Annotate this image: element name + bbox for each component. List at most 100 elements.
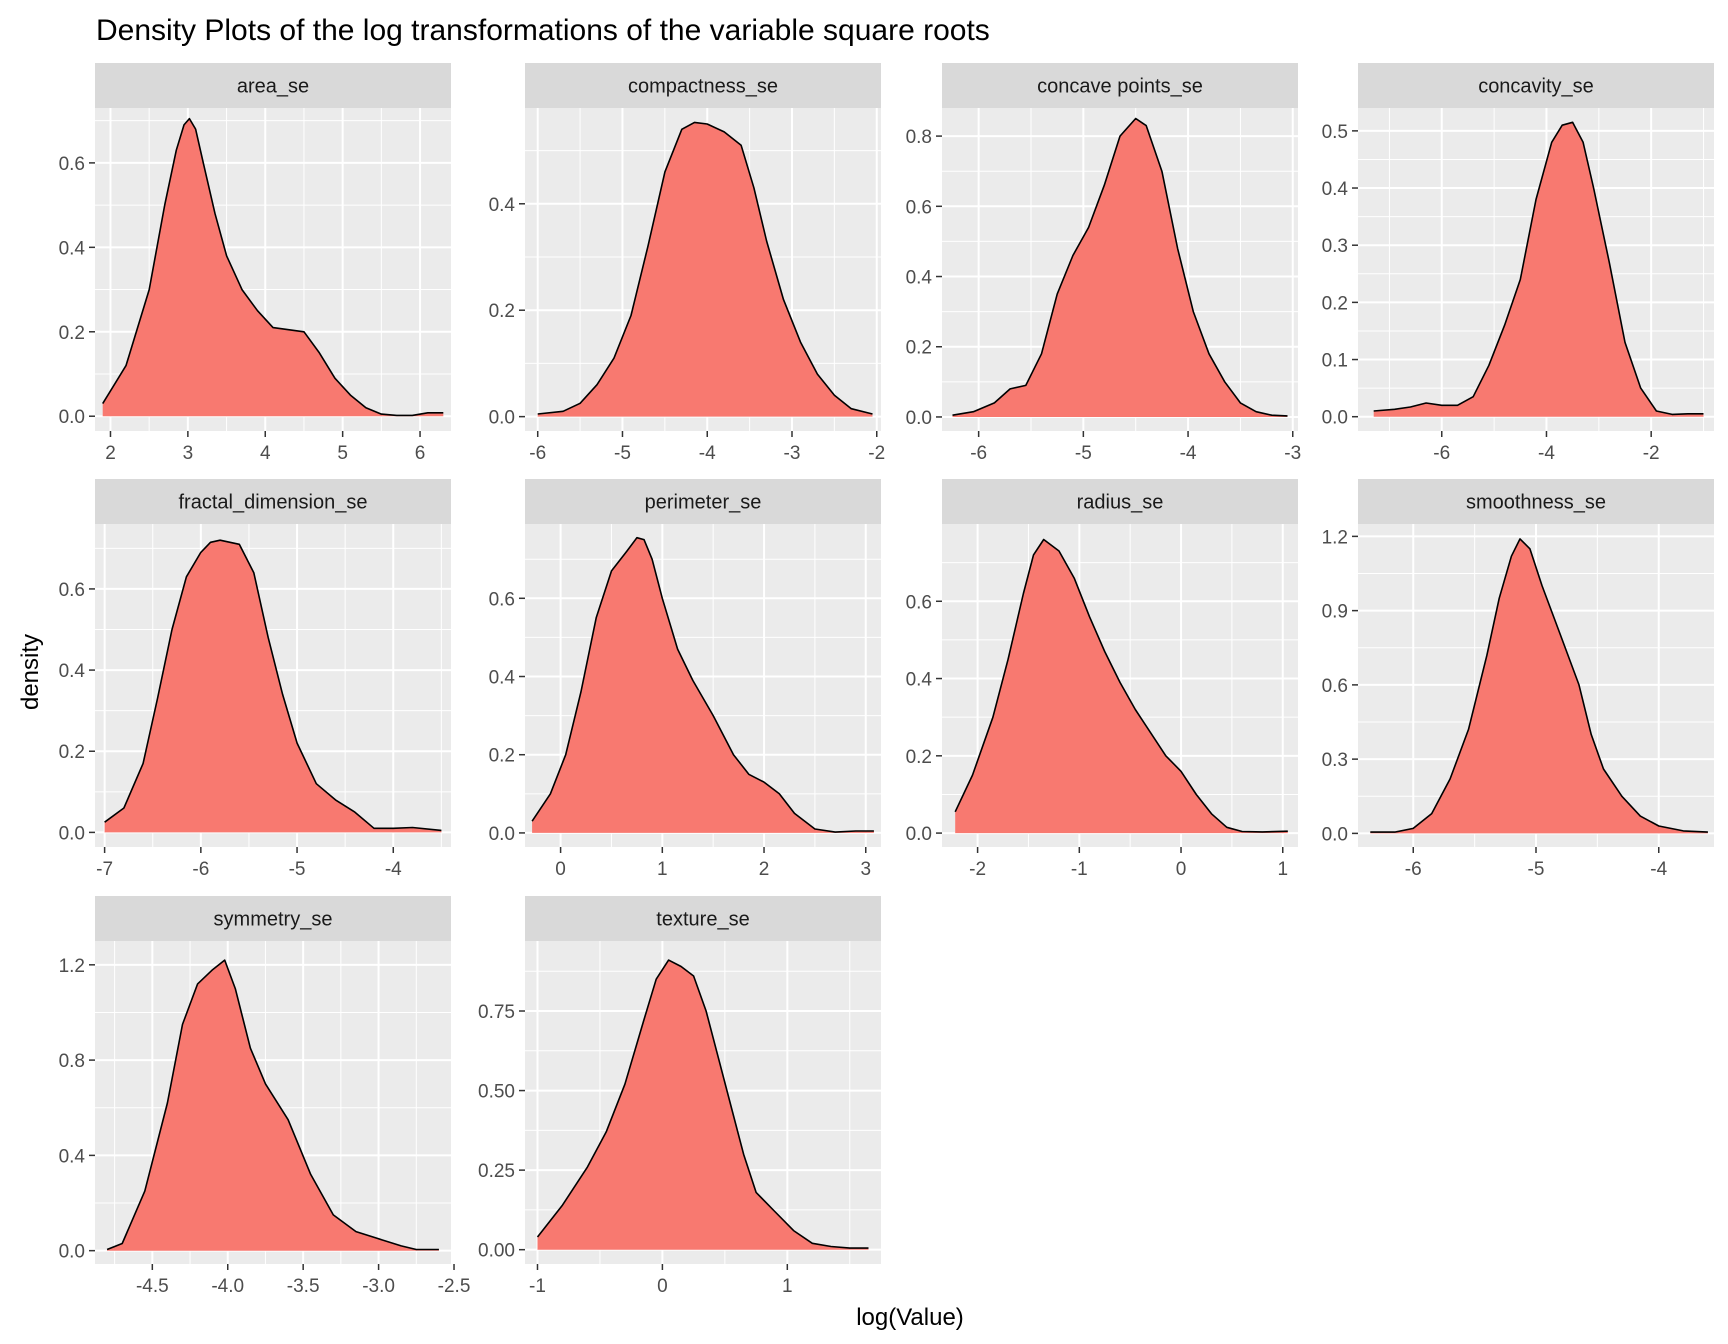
x-axis-title: log(Value) <box>856 1304 964 1331</box>
panel-texture-se: texture_se -1 0 1 0.00 0.25 0.50 0.75 <box>478 896 881 1297</box>
density-area-concavity-se <box>1373 122 1704 417</box>
x-tick-label-concavity-se: -4 <box>1538 443 1555 464</box>
density-line-smoothness-se <box>1370 538 1708 833</box>
y-tick-label-perimeter-se: 0.6 <box>489 589 515 610</box>
x-tick-label-concave-points-se: -4 <box>1180 443 1197 464</box>
x-tick-label-smoothness-se: -4 <box>1650 859 1667 880</box>
density-line-concave-points-se <box>952 117 1288 417</box>
y-tick-label-fractal-dimension-se: 0.0 <box>59 823 85 844</box>
x-tick-label-perimeter-se: 0 <box>555 859 566 880</box>
x-tick-label-perimeter-se: 1 <box>657 859 668 880</box>
x-tick-label-radius-se: 0 <box>1176 859 1187 880</box>
density-area-symmetry-se <box>107 960 439 1251</box>
x-tick-label-symmetry-se: -4.0 <box>211 1276 244 1297</box>
y-tick-label-smoothness-se: 0.9 <box>1322 602 1348 623</box>
x-tick-label-radius-se: 1 <box>1277 859 1288 880</box>
strip-perimeter-se <box>525 479 881 524</box>
strip-label-perimeter-se: perimeter_se <box>645 492 762 514</box>
x-tick-label-smoothness-se: -5 <box>1528 859 1545 880</box>
y-tick-label-area-se: 0.4 <box>59 238 86 259</box>
strip-fractal-dimension-se <box>95 479 451 524</box>
x-tick-label-fractal-dimension-se: -5 <box>289 859 306 880</box>
strip-label-symmetry-se: symmetry_se <box>214 909 333 931</box>
strip-label-concave-points-se: concave points_se <box>1037 76 1203 98</box>
density-area-area-se <box>102 118 444 417</box>
y-tick-label-concave-points-se: 0.6 <box>906 197 932 218</box>
y-tick-label-fractal-dimension-se: 0.6 <box>59 580 85 601</box>
y-tick-label-smoothness-se: 1.2 <box>1322 527 1348 548</box>
x-tick-label-compactness-se: -4 <box>699 443 716 464</box>
y-axis-title: density <box>17 634 44 710</box>
strip-compactness-se <box>525 63 881 108</box>
x-tick-label-concavity-se: -2 <box>1643 443 1660 464</box>
x-tick-label-smoothness-se: -6 <box>1405 859 1422 880</box>
strip-label-concavity-se: concavity_se <box>1478 76 1594 98</box>
y-tick-label-area-se: 0.6 <box>59 154 85 175</box>
x-tick-label-perimeter-se: 2 <box>759 859 770 880</box>
x-tick-label-fractal-dimension-se: -7 <box>96 859 113 880</box>
y-tick-label-compactness-se: 0.2 <box>489 301 515 322</box>
strip-label-compactness-se: compactness_se <box>628 76 778 98</box>
x-tick-label-radius-se: -2 <box>969 859 986 880</box>
y-tick-label-perimeter-se: 0.2 <box>489 746 515 767</box>
density-area-texture-se <box>537 960 869 1250</box>
chart-title: Density Plots of the log transformations… <box>96 14 990 47</box>
y-tick-label-concave-points-se: 0.4 <box>906 268 933 289</box>
y-tick-label-concavity-se: 0.0 <box>1322 408 1348 429</box>
x-tick-label-compactness-se: -5 <box>614 443 631 464</box>
y-tick-label-symmetry-se: 0.0 <box>59 1242 85 1263</box>
x-tick-label-fractal-dimension-se: -6 <box>192 859 209 880</box>
x-tick-label-radius-se: -1 <box>1071 859 1088 880</box>
x-tick-label-compactness-se: -3 <box>784 443 801 464</box>
y-tick-label-concavity-se: 0.2 <box>1322 293 1348 314</box>
strip-label-fractal-dimension-se: fractal_dimension_se <box>179 492 368 514</box>
y-tick-label-fractal-dimension-se: 0.4 <box>59 661 86 682</box>
x-tick-label-concave-points-se: -6 <box>970 443 987 464</box>
x-tick-label-texture-se: -1 <box>529 1276 546 1297</box>
strip-label-smoothness-se: smoothness_se <box>1466 492 1606 514</box>
density-line-area-se <box>102 117 444 417</box>
x-tick-label-symmetry-se: -2.5 <box>438 1276 471 1297</box>
y-tick-label-concavity-se: 0.4 <box>1322 179 1349 200</box>
strip-symmetry-se <box>95 896 451 941</box>
y-tick-label-concavity-se: 0.1 <box>1322 351 1348 372</box>
strip-label-texture-se: texture_se <box>656 909 749 931</box>
x-tick-label-perimeter-se: 3 <box>860 859 871 880</box>
y-tick-label-texture-se: 0.50 <box>478 1082 515 1103</box>
panel-area-se: area_se 2 3 4 5 6 0.0 0.2 0.4 0.6 <box>59 63 451 464</box>
density-line-symmetry-se <box>106 959 439 1251</box>
y-tick-label-concave-points-se: 0.2 <box>906 338 932 359</box>
panel-perimeter-se: perimeter_se 0 1 2 3 0.0 0.2 0.4 0.6 <box>489 479 881 880</box>
density-area-perimeter-se <box>532 537 874 833</box>
x-tick-label-concave-points-se: -5 <box>1075 443 1092 464</box>
y-tick-label-concavity-se: 0.3 <box>1322 236 1348 257</box>
x-tick-label-area-se: 6 <box>415 443 426 464</box>
y-tick-label-area-se: 0.0 <box>59 407 85 428</box>
density-area-compactness-se <box>537 122 873 417</box>
y-tick-label-compactness-se: 0.4 <box>489 195 516 216</box>
x-tick-label-concave-points-se: -3 <box>1284 443 1301 464</box>
y-tick-label-compactness-se: 0.0 <box>489 408 515 429</box>
y-tick-label-radius-se: 0.6 <box>906 592 932 613</box>
y-tick-label-radius-se: 0.2 <box>906 747 932 768</box>
x-tick-label-area-se: 4 <box>260 443 271 464</box>
x-tick-label-texture-se: 1 <box>782 1276 793 1297</box>
density-area-concave-points-se <box>952 118 1288 417</box>
y-tick-label-smoothness-se: 0.6 <box>1322 676 1348 697</box>
strip-texture-se <box>525 896 881 941</box>
density-area-fractal-dimension-se <box>104 540 442 833</box>
density-area-smoothness-se <box>1370 538 1708 834</box>
density-line-texture-se <box>536 959 869 1249</box>
strip-label-area-se: area_se <box>237 76 309 98</box>
y-tick-label-texture-se: 0.00 <box>478 1241 515 1262</box>
strip-smoothness-se <box>1358 479 1714 524</box>
y-tick-label-concave-points-se: 0.0 <box>906 408 932 429</box>
x-tick-label-symmetry-se: -4.5 <box>136 1276 169 1297</box>
x-tick-label-area-se: 2 <box>105 443 116 464</box>
y-tick-label-perimeter-se: 0.0 <box>489 824 515 845</box>
panel-symmetry-se: symmetry_se -4.5 -4.0 -3.5 -3.0 -2.5 0.0 0.4 0.8… <box>59 896 471 1297</box>
x-tick-label-symmetry-se: -3.0 <box>362 1276 395 1297</box>
panel-concavity-se: concavity_se -6 -4 -2 0.0 0.1 0.2 0.3 0.4 0.5 <box>1322 63 1714 464</box>
